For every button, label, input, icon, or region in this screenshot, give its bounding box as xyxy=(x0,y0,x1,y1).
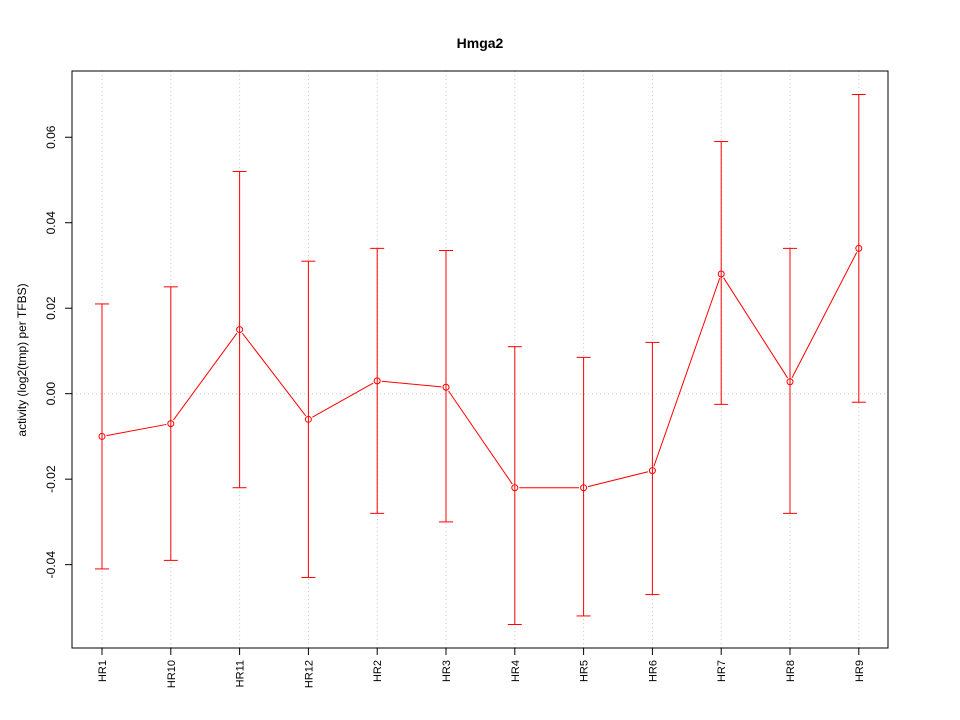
x-tick-label: HR7 xyxy=(716,660,728,682)
x-tick-label: HR5 xyxy=(579,660,591,682)
data-points xyxy=(98,244,863,492)
chart-title: Hmga2 xyxy=(457,35,504,51)
series-segment xyxy=(448,390,513,485)
x-tick-label: HR10 xyxy=(166,660,178,688)
y-tick-label: 0.00 xyxy=(44,382,58,406)
y-axis-label: activity (log2(tmp) per TFBS) xyxy=(15,283,29,436)
series-segment xyxy=(791,252,858,378)
series-segment xyxy=(653,278,721,467)
plot-frame xyxy=(71,70,889,649)
x-tick-label: HR11 xyxy=(235,660,247,687)
series-segment xyxy=(173,332,238,421)
series-segment xyxy=(312,382,374,418)
series-segment xyxy=(381,380,442,388)
series-segment xyxy=(106,423,167,437)
data-point xyxy=(373,377,381,385)
x-tick-label: HR12 xyxy=(303,660,315,688)
data-point xyxy=(442,383,450,391)
x-tick-label: HR6 xyxy=(647,660,659,682)
x-tick-label: HR9 xyxy=(854,660,866,682)
x-tick-label: HR8 xyxy=(785,660,797,682)
data-point xyxy=(717,270,725,278)
y-tick-label: 0.04 xyxy=(44,211,58,235)
data-point xyxy=(786,378,794,386)
y-tick-label: 0.02 xyxy=(44,296,58,320)
y-tick-label: 0.06 xyxy=(44,125,58,149)
x-tick-label: HR3 xyxy=(441,660,453,682)
series-segment xyxy=(723,277,788,379)
x-tick-label: HR1 xyxy=(97,660,109,682)
data-point xyxy=(304,415,312,423)
series-segment xyxy=(241,332,307,417)
data-point xyxy=(648,467,656,475)
data-point xyxy=(98,432,106,440)
series-line xyxy=(106,252,858,489)
y-tick-label: -0.04 xyxy=(44,551,58,579)
x-tick-label: HR2 xyxy=(372,660,384,682)
error-bars xyxy=(95,94,866,625)
grid xyxy=(72,71,888,648)
data-point xyxy=(511,484,519,492)
x-tick-label: HR4 xyxy=(510,660,522,682)
x-axis: HR1 HR10 HR11 HR12 HR2 HR3 HR4 HR5 HR6 HR7 HR8 HR9 xyxy=(97,648,866,688)
data-point xyxy=(580,484,588,492)
series-segment xyxy=(587,471,649,488)
y-tick-label: -0.02 xyxy=(44,465,58,493)
y-axis: -0.04 -0.02 0.00 0.02 0.04 0.06 xyxy=(44,125,72,578)
data-point xyxy=(167,420,175,428)
data-point xyxy=(855,244,863,252)
data-point xyxy=(236,326,244,334)
